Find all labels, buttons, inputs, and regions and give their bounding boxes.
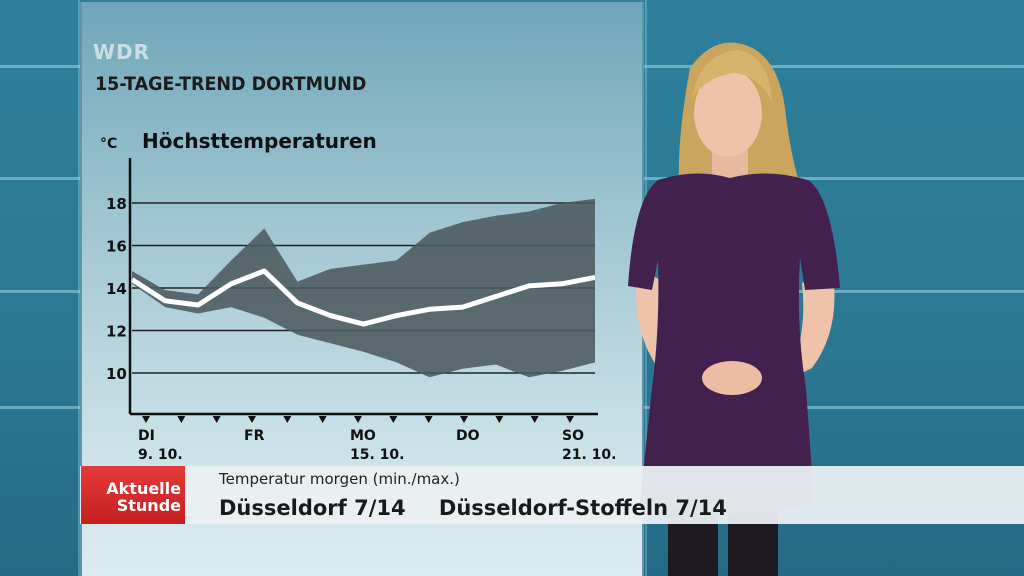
ticker-entry: Düsseldorf-Stoffeln 7/14 — [438, 496, 727, 520]
x-tick-mark — [212, 416, 221, 423]
series-line-max-temp — [130, 268, 596, 327]
presenter-arm — [762, 268, 835, 390]
presenter-dress — [628, 173, 840, 515]
y-tick-label: 14 — [106, 280, 127, 298]
x-tick-label: MO — [350, 428, 376, 444]
ticker-entry: Düsseldorf 7/14 — [219, 496, 406, 520]
x-tick-mark — [177, 416, 186, 423]
ticker-entries: Düsseldorf 7/14 Düsseldorf-Stoffeln 7/14 — [219, 496, 753, 520]
y-tick-label: 12 — [106, 323, 127, 341]
news-ticker — [80, 466, 1024, 524]
x-tick-mark — [424, 416, 433, 423]
background-stripe — [78, 0, 80, 576]
y-tick-label: 16 — [106, 238, 127, 256]
y-tick-label: 10 — [106, 365, 127, 383]
presenter-hair — [692, 50, 772, 103]
presenter-figure — [628, 42, 840, 576]
x-tick-label: FR — [244, 428, 265, 444]
x-tick-mark — [142, 416, 150, 423]
x-tick-mark — [566, 416, 574, 423]
y-axis-unit: °C — [100, 136, 117, 152]
forecast-range-band — [132, 198, 595, 378]
x-tick-mark — [318, 416, 327, 423]
x-tick-date: 9. 10. — [138, 447, 183, 463]
x-tick-mark — [354, 416, 362, 423]
program-logo: Aktuelle Stunde — [81, 466, 185, 524]
x-tick-mark — [460, 416, 468, 423]
x-tick-mark — [389, 416, 398, 423]
x-tick-mark — [283, 416, 292, 423]
x-tick-label: SO — [562, 428, 584, 444]
presenter-hands — [702, 361, 762, 395]
x-tick-date: 21. 10. — [562, 447, 616, 463]
x-tick-label: DO — [456, 428, 480, 444]
page-title: 15-TAGE-TREND DORTMUND — [95, 73, 367, 95]
x-tick-label: DI — [138, 428, 155, 444]
ticker-heading: Temperatur morgen (min./max.) — [219, 470, 460, 488]
x-tick-mark — [495, 416, 504, 423]
presenter-face — [694, 69, 762, 157]
x-tick-date: 15. 10. — [350, 447, 404, 463]
presenter-arm — [636, 268, 706, 388]
x-tick-mark — [248, 416, 256, 423]
broadcaster-logo: WDR — [93, 40, 151, 64]
program-logo-line: Aktuelle — [106, 479, 181, 498]
program-logo-line: Stunde — [116, 496, 181, 515]
chart-title: Höchsttemperaturen — [142, 129, 377, 153]
y-tick-label: 18 — [106, 195, 127, 213]
x-tick-mark — [530, 416, 539, 423]
